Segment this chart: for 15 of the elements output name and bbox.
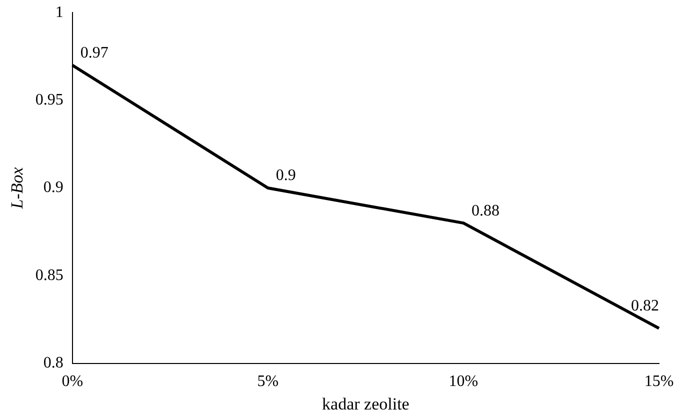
data-label: 0.9 xyxy=(276,167,296,184)
x-axis-title: kadar zeolite xyxy=(322,394,410,414)
x-tick-label: 5% xyxy=(257,373,279,390)
data-label: 0.97 xyxy=(80,44,108,62)
y-tick-label: 0.9 xyxy=(43,179,64,196)
y-tick-label: 0.8 xyxy=(43,354,64,372)
y-tick-label: 0.85 xyxy=(35,266,64,284)
data-label: 0.88 xyxy=(471,202,500,220)
y-tick-label: 0.95 xyxy=(35,92,64,109)
x-tick-label: 0% xyxy=(62,373,84,390)
x-tick-label: 15% xyxy=(644,373,674,390)
data-label: 0.82 xyxy=(631,298,659,315)
y-tick-label: 1 xyxy=(55,4,64,21)
y-axis-title: L-Box xyxy=(8,166,27,210)
x-tick-label: 10% xyxy=(448,373,478,390)
